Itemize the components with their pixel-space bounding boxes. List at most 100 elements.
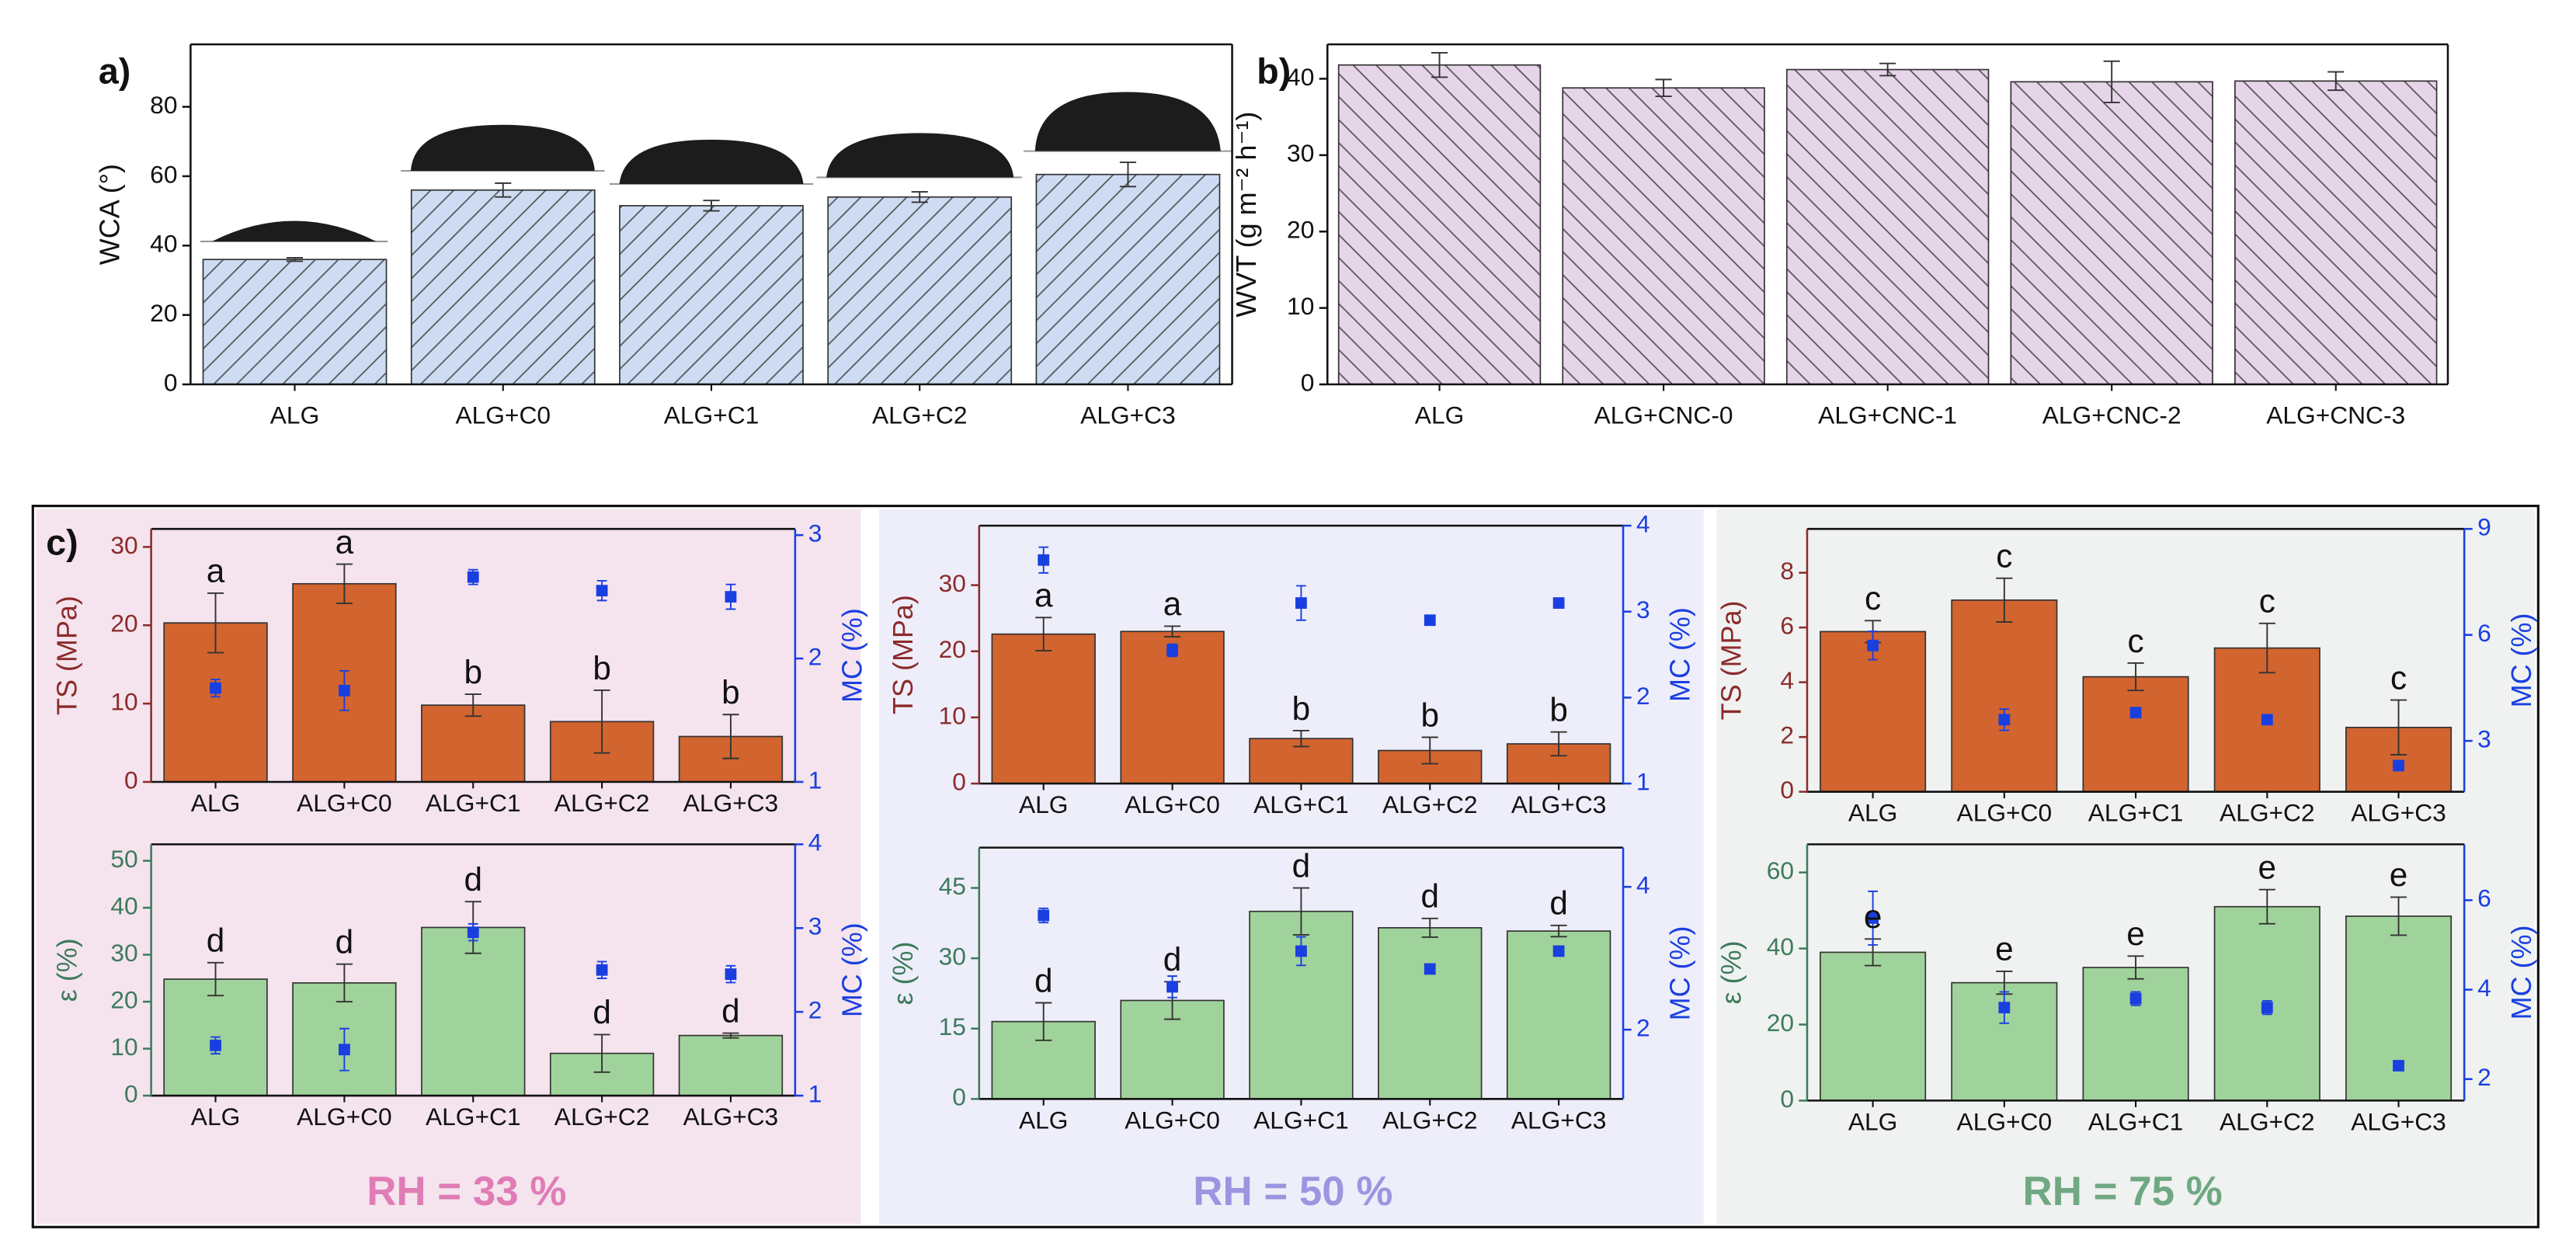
y2-tick-label: 2 <box>1636 682 1650 710</box>
rh-label: RH = 50 % <box>1193 1169 1392 1214</box>
x-tick-label: ALG+C2 <box>1382 790 1478 818</box>
bar <box>991 633 1096 784</box>
x-tick-label: ALG+C0 <box>297 789 392 817</box>
point <box>1166 981 1178 993</box>
error-bar <box>2258 622 2275 674</box>
point <box>1552 597 1565 610</box>
bar <box>421 704 526 783</box>
y-tick-label: 80 <box>150 91 177 119</box>
x-tick-label: ALG <box>1848 1107 1897 1135</box>
y-axis-label: WVT (g m⁻² h⁻¹) <box>1230 112 1262 318</box>
x-tick-label: ALG+C2 <box>872 401 968 429</box>
x-tick-label: ALG <box>191 789 240 817</box>
x-tick-label: ALG+C1 <box>426 1103 521 1131</box>
bar <box>1337 64 1542 385</box>
y-tick-label: 60 <box>150 160 177 188</box>
y-tick-label: 10 <box>110 688 137 716</box>
point <box>1295 945 1307 957</box>
error-bar <box>593 1033 610 1073</box>
error-bar <box>1996 577 2013 624</box>
error-bar <box>1292 730 1310 748</box>
y2-tick-label: 1 <box>1636 767 1650 795</box>
significance-letter: d <box>1549 885 1568 922</box>
y2-tick-label: 9 <box>2477 513 2491 541</box>
y-tick-label: 10 <box>1287 292 1314 320</box>
y2-tick-label: 3 <box>808 912 822 940</box>
bar <box>2234 80 2438 385</box>
x-tick-label: ALG <box>270 401 319 429</box>
y-tick-label: 40 <box>1767 933 1794 960</box>
significance-letter: d <box>1034 962 1053 999</box>
bar <box>1562 87 1765 385</box>
droplet <box>826 133 1014 178</box>
error-bar <box>722 714 739 759</box>
y2-tick-label: 3 <box>1636 596 1650 624</box>
y-tick-label: 0 <box>952 1083 966 1111</box>
bar <box>2082 967 2189 1102</box>
y-tick-label: 4 <box>1780 666 1794 694</box>
error-bar <box>1879 62 1896 77</box>
x-tick-label: ALG+CNC-3 <box>2266 401 2405 429</box>
point <box>2393 759 2404 772</box>
point <box>210 1039 221 1051</box>
x-tick-label: ALG+C0 <box>1125 1106 1220 1134</box>
error-bar <box>2390 896 2407 936</box>
error-bar <box>1431 51 1448 78</box>
x-tick-label: ALG+C1 <box>664 401 760 429</box>
x-tick-label: ALG <box>1848 799 1897 827</box>
point <box>1998 714 2011 726</box>
significance-letter: c <box>2259 583 2275 620</box>
significance-letter: d <box>1421 878 1440 915</box>
droplet <box>1034 92 1221 151</box>
y2-axis-label: MC (%) <box>836 608 868 703</box>
y2-tick-label: 2 <box>1636 1013 1650 1041</box>
y-tick-label: 20 <box>1287 216 1314 244</box>
y-tick-label: 30 <box>939 943 966 971</box>
significance-letter: b <box>464 654 482 690</box>
y-tick-label: 0 <box>1780 776 1794 804</box>
error-bar <box>2127 955 2144 980</box>
point <box>2129 992 2142 1005</box>
y-tick-label: 0 <box>952 767 966 795</box>
point <box>2129 707 2142 719</box>
error-bar <box>286 256 304 262</box>
droplet <box>619 139 804 184</box>
bar <box>1951 599 2058 793</box>
significance-letter: a <box>1163 585 1182 622</box>
point <box>1038 554 1050 566</box>
significance-letter: c <box>1996 537 2012 574</box>
y2-tick-label: 1 <box>808 1079 822 1107</box>
droplets <box>200 92 1232 243</box>
significance-letter: e <box>2126 915 2145 952</box>
y2-tick-label: 6 <box>2477 619 2491 647</box>
point <box>2261 1002 2273 1014</box>
significance-letter: d <box>593 994 611 1030</box>
point <box>725 968 737 981</box>
x-tick-label: ALG+C1 <box>2088 1107 2184 1135</box>
x-tick-label: ALG+C3 <box>683 789 779 817</box>
point <box>1038 909 1050 922</box>
y-tick-label: 20 <box>150 299 177 327</box>
error-bar <box>1550 924 1567 938</box>
significance-letter: e <box>1864 898 1882 935</box>
error-bar <box>207 592 224 654</box>
significance-letter: d <box>207 922 225 959</box>
point <box>596 585 608 597</box>
panel-label: a) <box>99 50 130 91</box>
rh50-background <box>878 509 1704 1224</box>
x-tick-label: ALG <box>1415 401 1464 429</box>
x-tick-label: ALG+C3 <box>1511 1106 1607 1134</box>
y2-tick-label: 4 <box>1636 871 1650 899</box>
y-tick-label: 20 <box>939 635 966 663</box>
point <box>596 964 608 976</box>
error-bar <box>2327 71 2345 92</box>
y-axis-label: ε (%) <box>50 938 82 1002</box>
point <box>338 1044 350 1056</box>
error-bar <box>1550 731 1567 757</box>
y-tick-label: 0 <box>1780 1085 1794 1113</box>
error-bar <box>2390 699 2407 756</box>
error-bar <box>2103 60 2120 103</box>
y-tick-label: 0 <box>124 766 138 794</box>
y-tick-label: 6 <box>1780 612 1794 640</box>
x-tick-label: ALG+C3 <box>683 1103 779 1131</box>
